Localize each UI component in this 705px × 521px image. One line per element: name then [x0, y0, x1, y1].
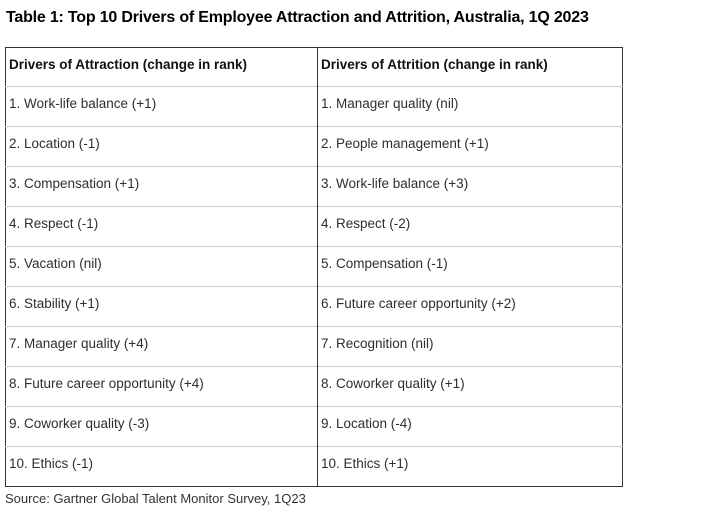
table-row: 10. Ethics (-1) 10. Ethics (+1)	[5, 446, 623, 487]
attraction-cell: 6. Stability (+1)	[9, 296, 100, 311]
attrition-cell: 8. Coworker quality (+1)	[317, 366, 623, 407]
drivers-table: Drivers of Attraction (change in rank) D…	[5, 47, 623, 487]
table-head: Drivers of Attraction (change in rank) D…	[6, 47, 623, 87]
attrition-cell: 4. Respect (-2)	[317, 206, 623, 247]
attrition-cell: 6. Future career opportunity (+2)	[317, 286, 623, 327]
source-note: Source: Gartner Global Talent Monitor Su…	[5, 491, 306, 506]
attrition-cell: 3. Work-life balance (+3)	[317, 166, 623, 207]
attraction-cell: 7. Manager quality (+4)	[9, 336, 149, 351]
table-row: 3. Compensation (+1) 3. Work-life balance…	[5, 166, 623, 207]
attraction-cell: 3. Compensation (+1)	[9, 176, 140, 191]
table-title: Table 1: Top 10 Drivers of Employee Attr…	[6, 9, 589, 26]
table-row: 8. Future career opportunity (+4) 8. Cowo…	[5, 366, 623, 407]
table-row: 7. Manager quality (+4) 7. Recognition (n…	[5, 326, 623, 367]
table-row: 5. Vacation (nil) 5. Compensation (-1)	[5, 246, 623, 287]
attraction-cell: 10. Ethics (-1)	[9, 456, 94, 471]
attrition-cell: 10. Ethics (+1)	[317, 446, 623, 487]
attrition-cell: 9. Location (-4)	[317, 406, 623, 447]
table-row: 9. Coworker quality (-3) 9. Location (-4)	[5, 406, 623, 447]
attraction-cell: 8. Future career opportunity (+4)	[9, 376, 204, 391]
attraction-cell: 1. Work-life balance (+1)	[9, 96, 157, 111]
attraction-cell: 5. Vacation (nil)	[9, 256, 102, 271]
table-row: 2. Location (-1) 2. People management (+1…	[5, 126, 623, 167]
header-drivers-of-attrition: Drivers of Attrition (change in rank)	[317, 47, 623, 87]
attraction-cell: 4. Respect (-1)	[9, 216, 99, 231]
header-drivers-of-attraction: Drivers of Attraction (change in rank)	[9, 57, 248, 72]
table-row: 1. Work-life balance (+1) 1. Manager qual…	[5, 86, 623, 127]
table-row: 6. Stability (+1) 6. Future career opport…	[5, 286, 623, 327]
header-row: Drivers of Attraction (change in rank) D…	[6, 47, 623, 87]
attraction-cell: 2. Location (-1)	[9, 136, 100, 151]
attrition-cell: 1. Manager quality (nil)	[317, 86, 623, 127]
attrition-cell: 5. Compensation (-1)	[317, 246, 623, 287]
attraction-cell: 9. Coworker quality (-3)	[9, 416, 150, 431]
table-row: 4. Respect (-1) 4. Respect (-2)	[5, 206, 623, 247]
table-body: 1. Work-life balance (+1) 1. Manager qual…	[5, 86, 623, 487]
attrition-cell: 7. Recognition (nil)	[317, 326, 623, 367]
attrition-cell: 2. People management (+1)	[317, 126, 623, 167]
